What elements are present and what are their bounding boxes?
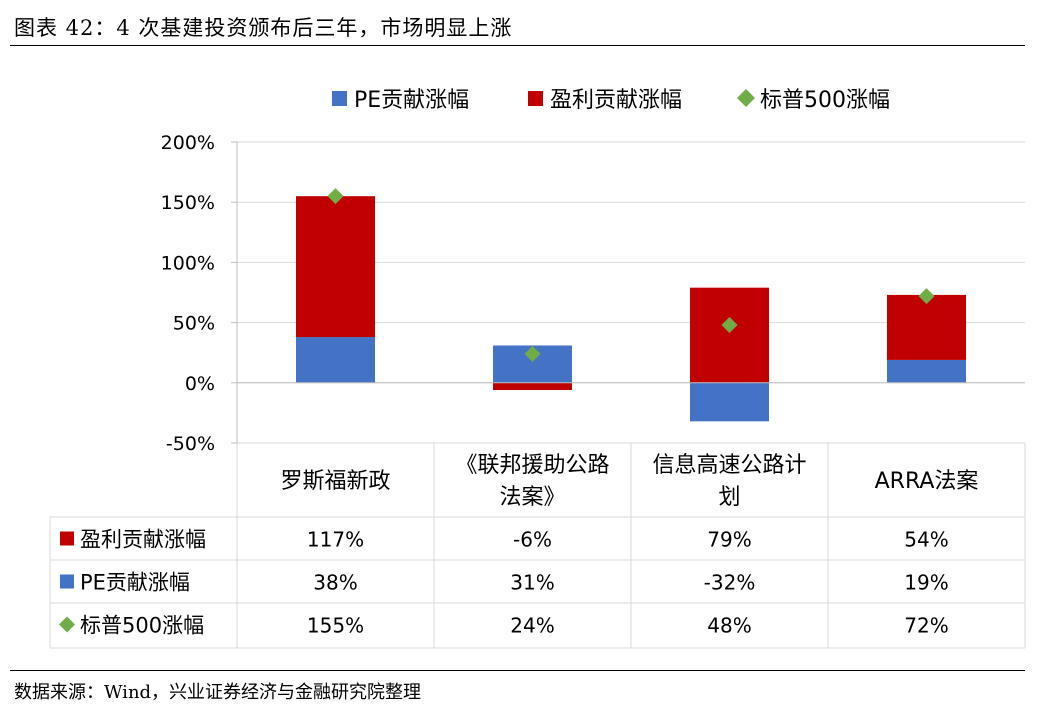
table-row-label: 盈利贡献涨幅 xyxy=(80,528,206,552)
bar xyxy=(493,382,572,391)
table-cell: 31% xyxy=(510,571,554,595)
title-rule xyxy=(10,45,1025,46)
legend-label: 盈利贡献涨幅 xyxy=(550,88,682,113)
legend-swatch xyxy=(528,91,543,106)
table-cell: 19% xyxy=(904,571,948,595)
x-tick-label: 《联邦援助公路 xyxy=(455,453,609,478)
y-tick-label: -50% xyxy=(166,433,215,455)
y-tick-label: 200% xyxy=(161,132,215,154)
table-cell: -32% xyxy=(704,571,756,595)
table-cell: 48% xyxy=(707,614,751,638)
table-cell: 155% xyxy=(307,614,364,638)
marker-point xyxy=(918,288,935,305)
table-cell: 24% xyxy=(510,614,554,638)
table-legend-swatch xyxy=(60,531,74,546)
table-cell: 54% xyxy=(904,528,948,552)
y-tick-label: 150% xyxy=(161,192,215,214)
x-tick-label: 法案》 xyxy=(499,485,565,510)
table-cell: 72% xyxy=(904,614,948,638)
bar xyxy=(296,196,375,338)
table-legend-marker xyxy=(59,616,75,633)
table-cell: 117% xyxy=(307,528,364,552)
bar xyxy=(690,287,769,383)
table-row-label: PE贡献涨幅 xyxy=(80,571,190,595)
table-legend-swatch xyxy=(60,574,74,589)
table-cell: -6% xyxy=(513,528,552,552)
bar xyxy=(690,382,769,422)
table-cell: 79% xyxy=(707,528,751,552)
x-tick-label: 信息高速公路计 xyxy=(652,453,806,478)
legend-swatch xyxy=(332,91,347,106)
legend-marker xyxy=(737,89,755,107)
legend-label: 标普500涨幅 xyxy=(760,88,890,113)
source-rule xyxy=(10,670,1025,671)
y-tick-label: 100% xyxy=(161,252,215,274)
y-tick-label: 0% xyxy=(185,373,215,395)
table-cell: 38% xyxy=(313,571,357,595)
x-tick-label: ARRA法案 xyxy=(875,469,979,494)
marker-point xyxy=(721,317,738,334)
x-tick-label: 罗斯福新政 xyxy=(280,469,390,494)
bar xyxy=(887,359,966,383)
legend-label: PE贡献涨幅 xyxy=(354,88,469,113)
figure-title: 图表 42：4 次基建投资颁布后三年，市场明显上涨 xyxy=(14,16,513,40)
bar xyxy=(296,337,375,383)
table-row-label: 标普500涨幅 xyxy=(80,614,204,638)
x-tick-label: 划 xyxy=(718,485,740,510)
source-note: 数据来源：Wind，兴业证券经济与金融研究院整理 xyxy=(14,682,422,703)
y-tick-label: 50% xyxy=(173,313,215,335)
marker-point xyxy=(524,345,541,362)
bar xyxy=(887,294,966,360)
marker-point xyxy=(327,188,344,205)
